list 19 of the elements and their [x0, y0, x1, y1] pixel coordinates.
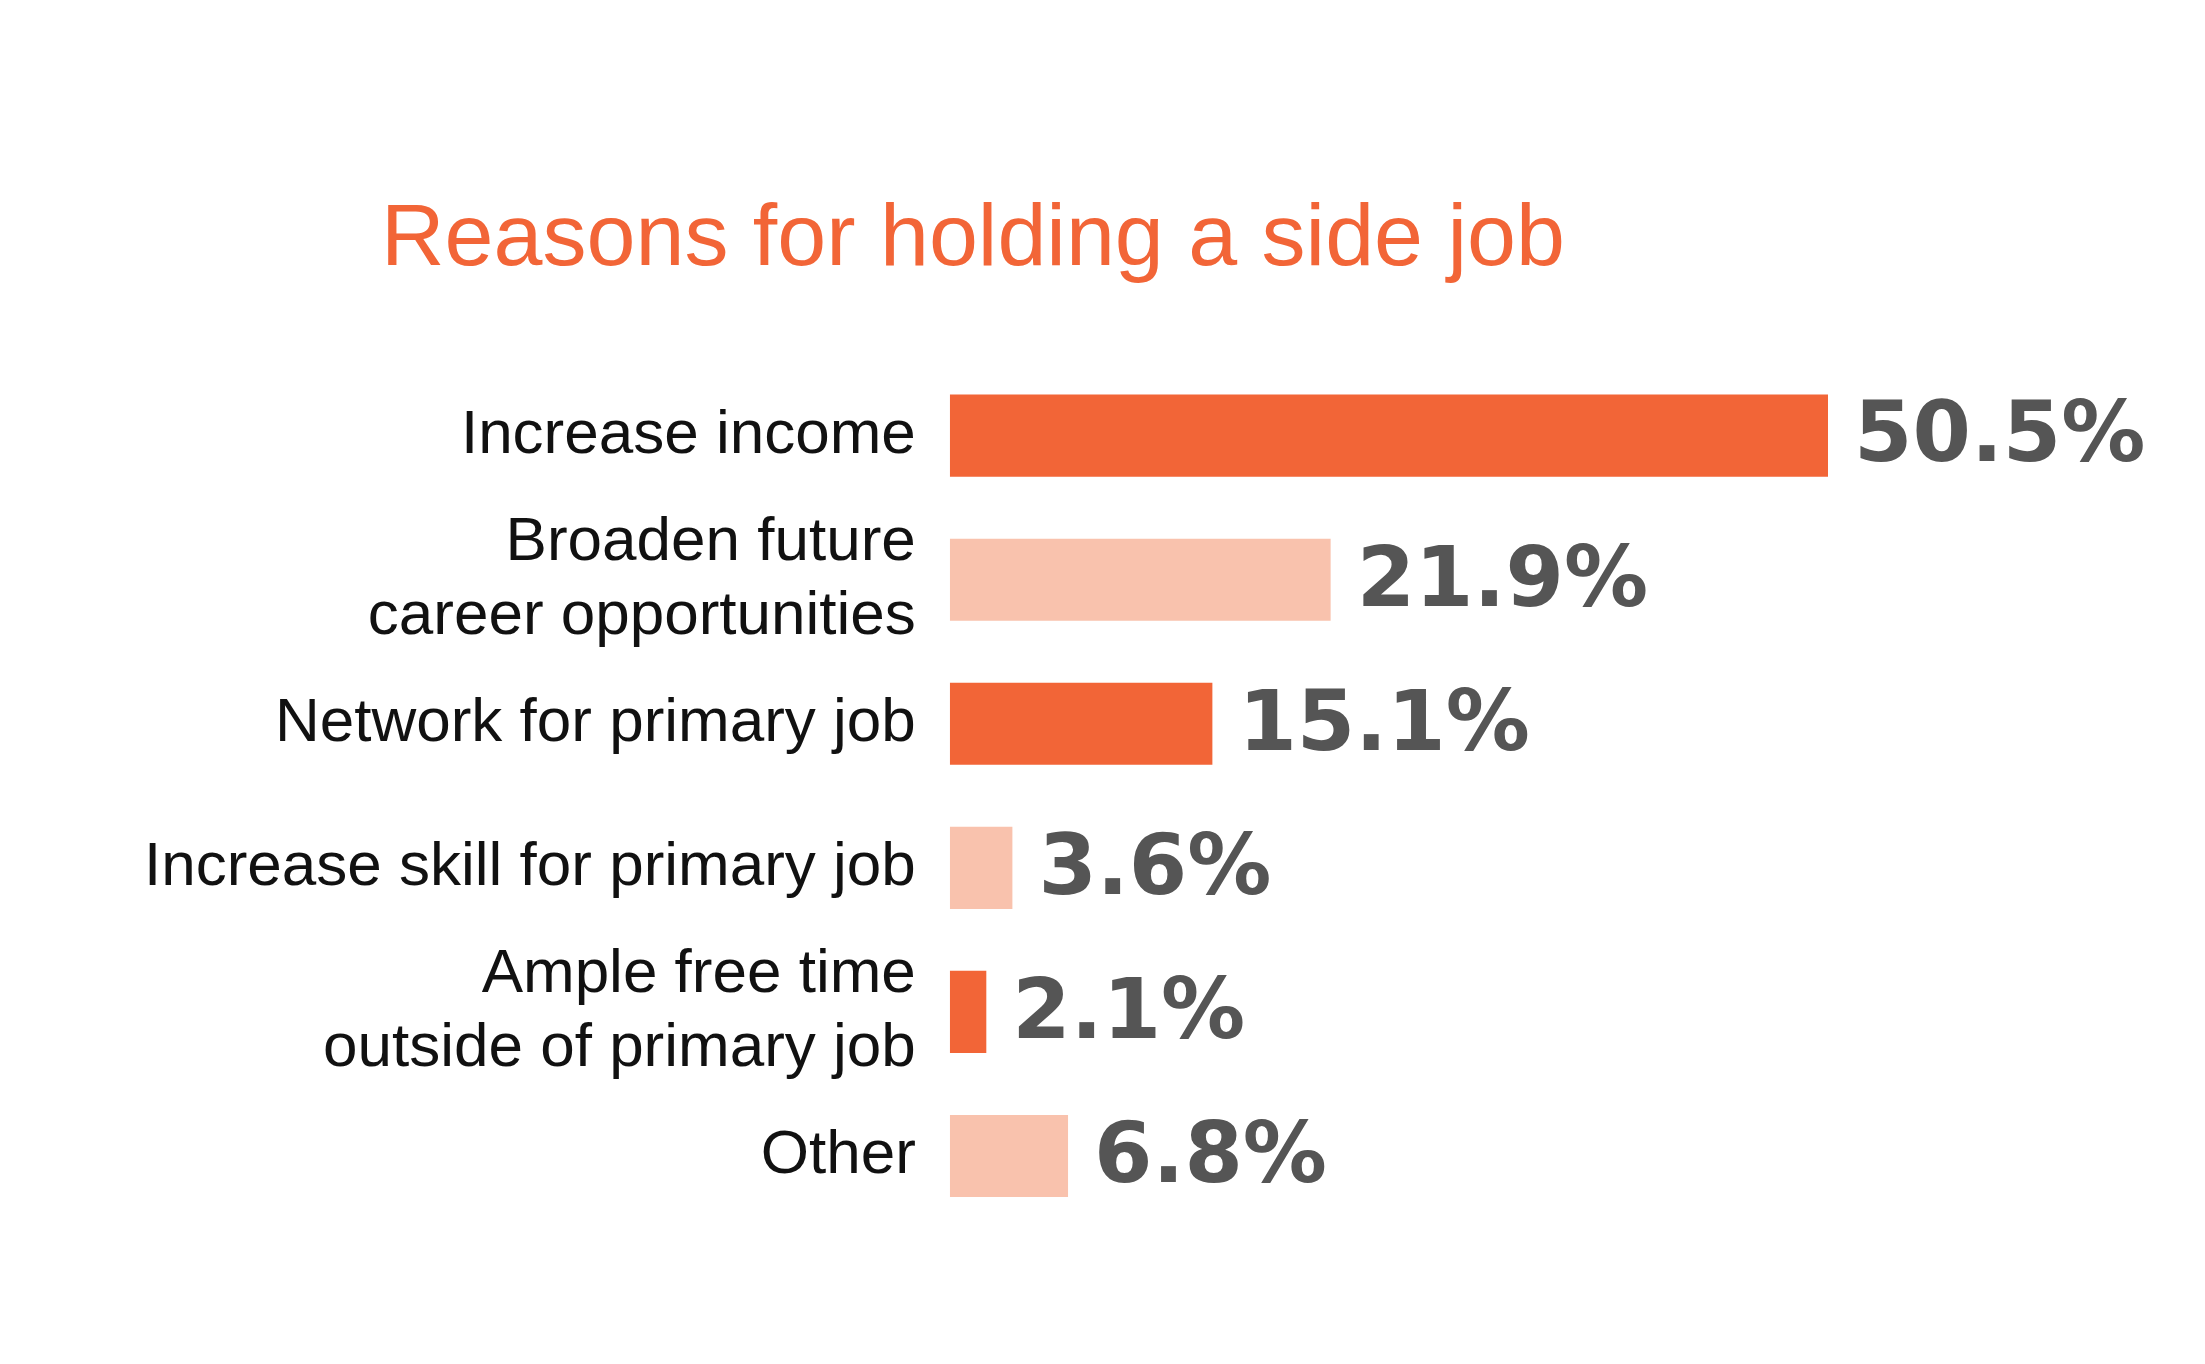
data-label: 21.9% — [1356, 527, 1649, 626]
bar — [949, 826, 1013, 909]
bar — [949, 394, 1828, 477]
y-tick-label: Broaden future career opportunities — [367, 503, 916, 647]
data-label: 50.5% — [1854, 383, 2146, 482]
data-label: 2.1% — [1012, 959, 1246, 1058]
bar — [949, 682, 1213, 765]
y-tick-label: Increase income — [460, 396, 916, 466]
y-tick-label: Network for primary job — [274, 684, 916, 754]
bar — [949, 538, 1331, 621]
bar — [949, 970, 987, 1053]
y-tick-label: Other — [760, 1117, 916, 1187]
y-tick-label: Increase skill for primary job — [143, 828, 916, 898]
data-label: 15.1% — [1238, 671, 1530, 770]
chart-title: Reasons for holding a side job — [381, 185, 1565, 285]
y-tick-label: Ample free time outside of primary job — [323, 935, 916, 1080]
data-label: 3.6% — [1038, 815, 1272, 914]
bar — [949, 1114, 1069, 1198]
data-label: 6.8% — [1094, 1103, 1328, 1202]
